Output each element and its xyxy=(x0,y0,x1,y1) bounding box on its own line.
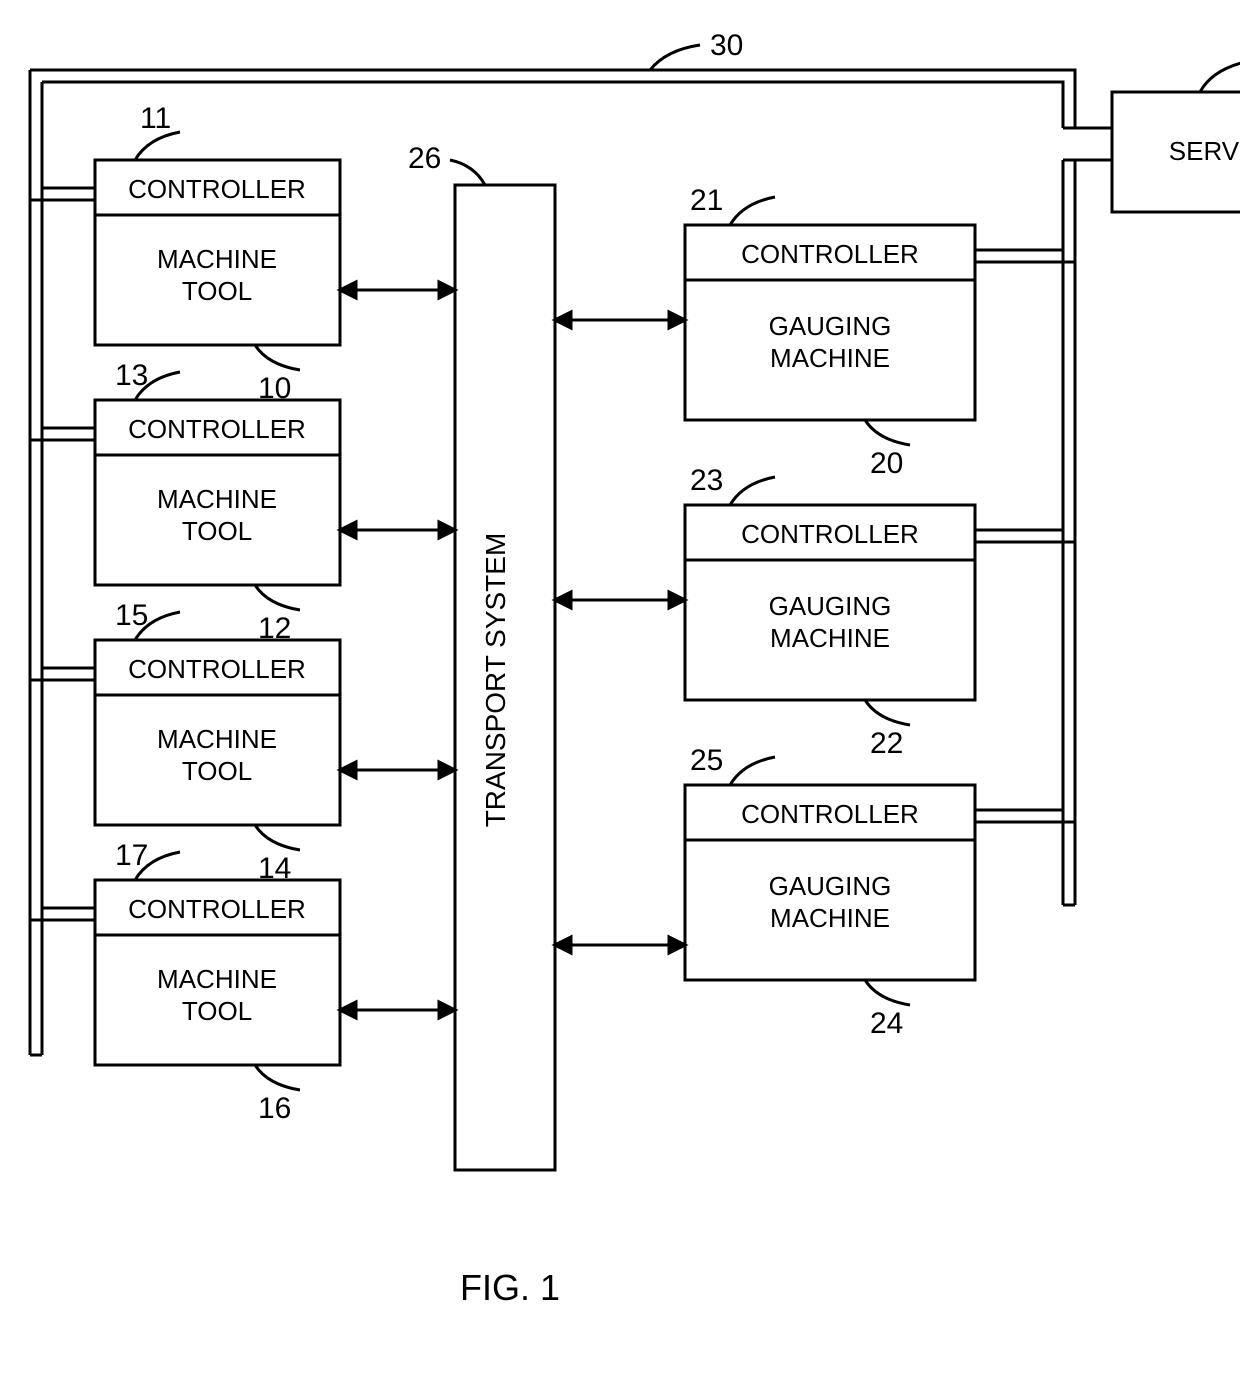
gauging-machine-20: CONTROLLER GAUGING MACHINE xyxy=(685,225,975,420)
svg-text:TOOL: TOOL xyxy=(182,516,252,546)
svg-text:24: 24 xyxy=(870,1007,903,1040)
ref-21: 21 xyxy=(690,184,775,225)
server-label: SERVER xyxy=(1169,136,1240,166)
svg-text:17: 17 xyxy=(115,839,148,872)
machine-tool-12: CONTROLLER MACHINE TOOL xyxy=(95,400,340,585)
machine-tool-16: CONTROLLER MACHINE TOOL xyxy=(95,880,340,1065)
svg-text:30: 30 xyxy=(710,29,743,62)
svg-text:MACHINE: MACHINE xyxy=(157,244,277,274)
machine-tool-14: CONTROLLER MACHINE TOOL xyxy=(95,640,340,825)
svg-text:TRANSPORT SYSTEM: TRANSPORT SYSTEM xyxy=(480,533,511,828)
svg-text:GAUGING: GAUGING xyxy=(769,871,892,901)
svg-text:16: 16 xyxy=(258,1092,291,1125)
svg-text:CONTROLLER: CONTROLLER xyxy=(128,654,306,684)
svg-text:GAUGING: GAUGING xyxy=(769,591,892,621)
svg-text:15: 15 xyxy=(115,599,148,632)
svg-text:TOOL: TOOL xyxy=(182,276,252,306)
svg-text:TOOL: TOOL xyxy=(182,756,252,786)
diagram: 30 SERVER 28 TRANSPORT SYSTEM 26 CONTROL… xyxy=(0,0,1240,1384)
svg-text:21: 21 xyxy=(690,184,723,217)
svg-text:11: 11 xyxy=(140,102,171,135)
svg-text:22: 22 xyxy=(870,727,903,760)
ref-15: 15 xyxy=(115,599,180,640)
svg-text:26: 26 xyxy=(408,142,441,175)
svg-text:CONTROLLER: CONTROLLER xyxy=(128,174,306,204)
svg-text:TOOL: TOOL xyxy=(182,996,252,1026)
svg-text:CONTROLLER: CONTROLLER xyxy=(741,519,919,549)
ref-25: 25 xyxy=(690,744,775,785)
ref-16: 16 xyxy=(255,1065,300,1125)
ref-20: 20 xyxy=(865,420,910,480)
ref-28: 28 xyxy=(1200,46,1240,92)
transport-system: TRANSPORT SYSTEM xyxy=(455,185,555,1170)
ref-14: 14 xyxy=(255,825,300,885)
svg-text:MACHINE: MACHINE xyxy=(157,484,277,514)
svg-text:25: 25 xyxy=(690,744,723,777)
svg-text:13: 13 xyxy=(115,359,148,392)
svg-text:MACHINE: MACHINE xyxy=(157,724,277,754)
ref-23: 23 xyxy=(690,464,775,505)
ref-24: 24 xyxy=(865,980,910,1040)
machine-tool-10: CONTROLLER MACHINE TOOL xyxy=(95,160,340,345)
svg-text:CONTROLLER: CONTROLLER xyxy=(128,414,306,444)
svg-text:MACHINE: MACHINE xyxy=(770,903,890,933)
svg-text:GAUGING: GAUGING xyxy=(769,311,892,341)
ref-26: 26 xyxy=(408,142,485,185)
ref-13: 13 xyxy=(115,359,180,400)
figure-caption: FIG. 1 xyxy=(460,1267,560,1308)
svg-text:CONTROLLER: CONTROLLER xyxy=(741,239,919,269)
svg-text:MACHINE: MACHINE xyxy=(157,964,277,994)
server-block: SERVER xyxy=(1112,92,1240,212)
gauging-machine-24: CONTROLLER GAUGING MACHINE xyxy=(685,785,975,980)
ref-22: 22 xyxy=(865,700,910,760)
svg-text:20: 20 xyxy=(870,447,903,480)
ref-12: 12 xyxy=(255,585,300,645)
svg-text:23: 23 xyxy=(690,464,723,497)
ref-10: 10 xyxy=(255,345,300,405)
svg-text:CONTROLLER: CONTROLLER xyxy=(128,894,306,924)
gauging-machine-22: CONTROLLER GAUGING MACHINE xyxy=(685,505,975,700)
ref-30: 30 xyxy=(650,29,743,70)
svg-text:MACHINE: MACHINE xyxy=(770,623,890,653)
ref-11: 11 xyxy=(135,102,180,160)
svg-text:MACHINE: MACHINE xyxy=(770,343,890,373)
svg-text:CONTROLLER: CONTROLLER xyxy=(741,799,919,829)
ref-17: 17 xyxy=(115,839,180,880)
